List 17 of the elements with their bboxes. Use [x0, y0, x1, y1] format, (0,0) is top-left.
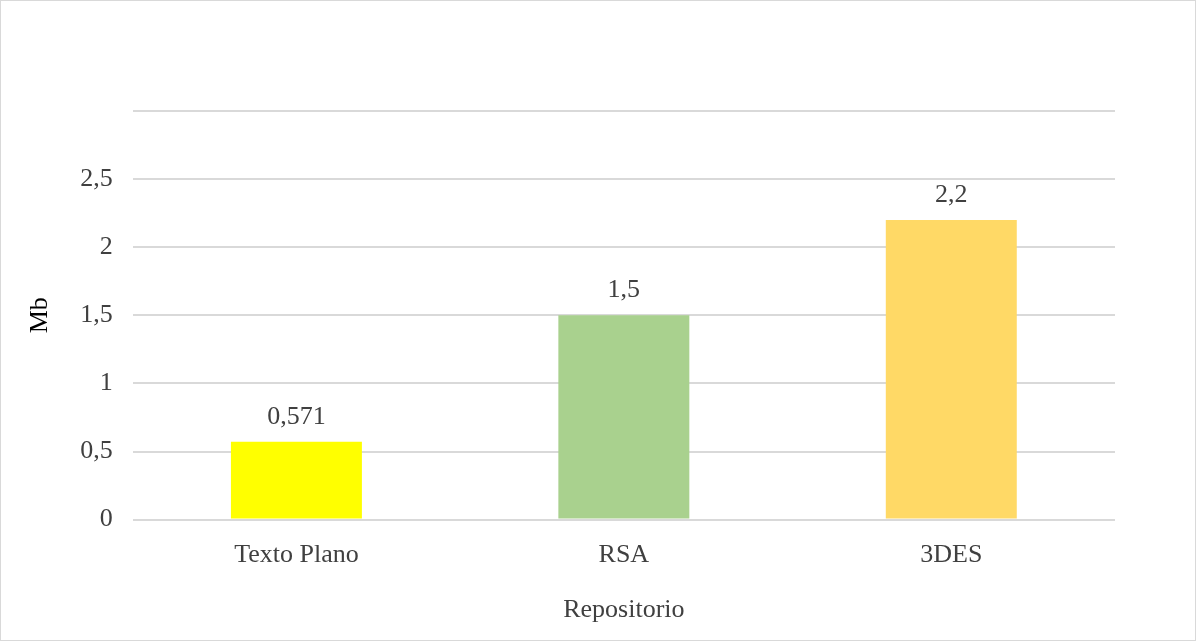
- y-tick-label: 0: [99, 503, 113, 533]
- x-axis-title: Repositorio: [563, 594, 685, 624]
- data-label: 1,5: [607, 274, 641, 304]
- bar: [885, 219, 1017, 519]
- y-tick-label: 2: [99, 231, 113, 261]
- data-label: 0,571: [267, 400, 326, 430]
- bar: [558, 315, 690, 519]
- y-tick-label: 0,5: [80, 435, 113, 465]
- bar: [230, 441, 362, 519]
- x-tick-label: 3DES: [920, 539, 983, 569]
- y-axis-title: Mb: [24, 297, 54, 334]
- data-label: 2,2: [935, 178, 968, 208]
- y-tick-label: 2,5: [80, 162, 113, 192]
- y-tick-label: 1,5: [80, 299, 113, 329]
- y-tick-label: 1: [99, 367, 113, 397]
- x-tick-label: Texto Plano: [234, 539, 359, 569]
- x-tick-label: RSA: [598, 539, 650, 569]
